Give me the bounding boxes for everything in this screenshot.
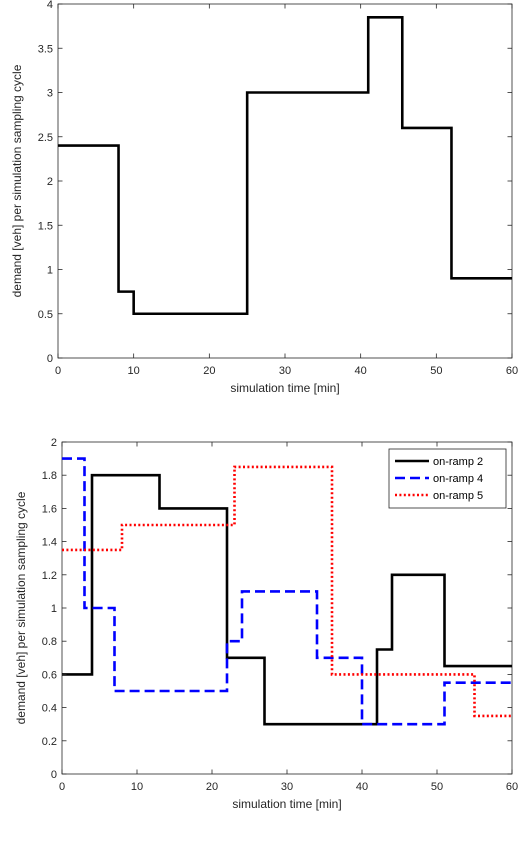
y-tick-label: 1.2	[42, 570, 57, 582]
x-tick-label: 0	[55, 365, 61, 377]
y-tick-label: 0.6	[42, 669, 57, 681]
y-tick-label: 0.5	[38, 309, 53, 321]
legend: on-ramp 2 on-ramp 4 on-ramp 5	[388, 448, 507, 509]
x-tick-label: 0	[59, 781, 65, 793]
y-tick-label: 1.6	[42, 503, 57, 515]
x-tick-label: 40	[355, 365, 367, 377]
x-tick-label: 60	[506, 365, 518, 377]
y-tick-label: 0	[51, 769, 57, 781]
bottom-chart: 0 10 20 30 40 50 60 0 0.2 0.4 0.6 0.8 1 1.2 1.4 1.6 1.8 2…	[14, 437, 518, 811]
y-tick-label: 3	[47, 88, 53, 100]
x-tick-label: 50	[430, 365, 442, 377]
x-tick-label: 40	[356, 781, 368, 793]
series-line-on-ramp-5	[62, 465, 512, 718]
legend-label-on-ramp-5: on-ramp 5	[433, 490, 483, 502]
x-tick-label: 50	[431, 781, 443, 793]
y-tick-label: 3.5	[38, 43, 53, 55]
x-tick-label: 10	[131, 781, 143, 793]
y-tick-label: 2	[51, 437, 57, 449]
x-axis-label: simulation time [min]	[230, 381, 339, 395]
x-tick-label: 20	[206, 781, 218, 793]
y-tick-label: 0.2	[42, 736, 57, 748]
y-tick-label: 0.8	[42, 636, 57, 648]
y-tick-label: 0	[47, 353, 53, 365]
series-line-on-ramp-4	[62, 457, 512, 726]
y-axis-label: demand [veh] per simulation sampling cyc…	[10, 64, 24, 297]
x-tick-label: 20	[203, 365, 215, 377]
x-axis-label: simulation time [min]	[232, 797, 341, 811]
y-tick-label: 4	[47, 0, 53, 11]
x-tick-label: 30	[279, 365, 291, 377]
legend-box	[388, 448, 507, 509]
series-line-1	[58, 15, 512, 316]
legend-label-on-ramp-4: on-ramp 4	[433, 473, 483, 485]
x-tick-label: 10	[128, 365, 140, 377]
y-axis-label: demand [veh] per simulation sampling cyc…	[14, 491, 28, 724]
y-tick-label: 2	[47, 176, 53, 188]
top-chart: 0 10 20 30 40 50 60 0 0.5 1 1.5 2 2.5 3 3.5 4 simulation…	[10, 0, 518, 395]
plot-area	[57, 3, 513, 359]
y-tick-label: 1.5	[38, 220, 53, 232]
y-tick-label: 1	[47, 265, 53, 277]
y-tick-label: 1	[51, 603, 57, 615]
y-tick-label: 0.4	[42, 703, 57, 715]
y-tick-label: 1.4	[42, 537, 57, 549]
x-tick-label: 30	[281, 781, 293, 793]
series-line-on-ramp-2	[62, 473, 512, 726]
legend-label-on-ramp-2: on-ramp 2	[433, 456, 483, 468]
x-tick-label: 60	[506, 781, 518, 793]
y-tick-label: 1.8	[42, 470, 57, 482]
y-tick-label: 2.5	[38, 132, 53, 144]
